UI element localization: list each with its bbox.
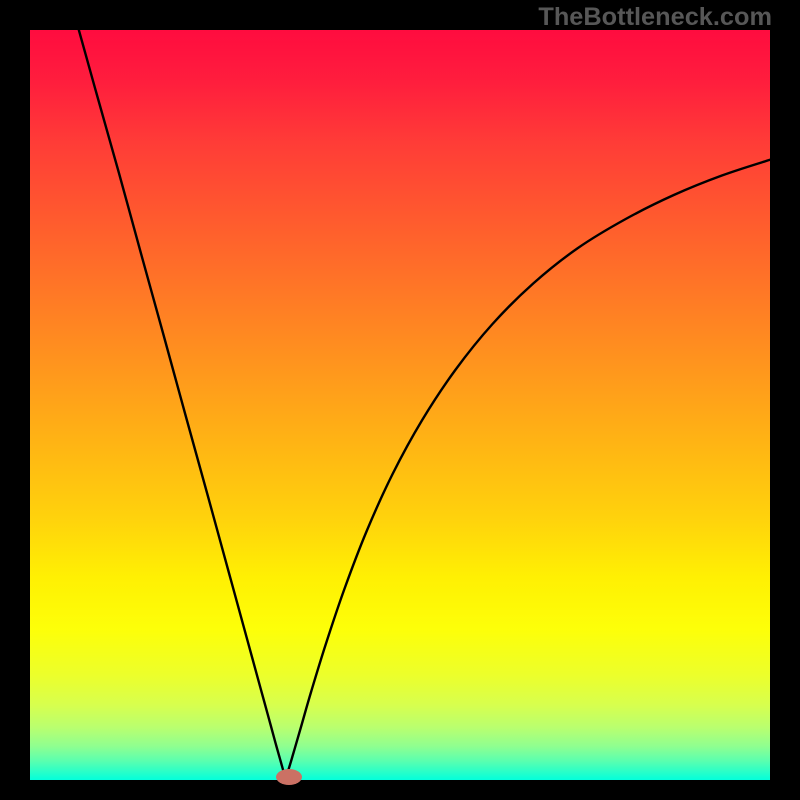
curve-right-branch: [285, 160, 770, 777]
watermark: TheBottleneck.com: [538, 3, 772, 32]
curve-left-branch: [79, 30, 285, 777]
vertex-marker: [276, 769, 302, 785]
watermark-text: TheBottleneck.com: [538, 3, 772, 31]
curve-layer: [30, 30, 770, 780]
chart-container: TheBottleneck.com: [0, 0, 800, 800]
plot-area: [30, 30, 770, 780]
